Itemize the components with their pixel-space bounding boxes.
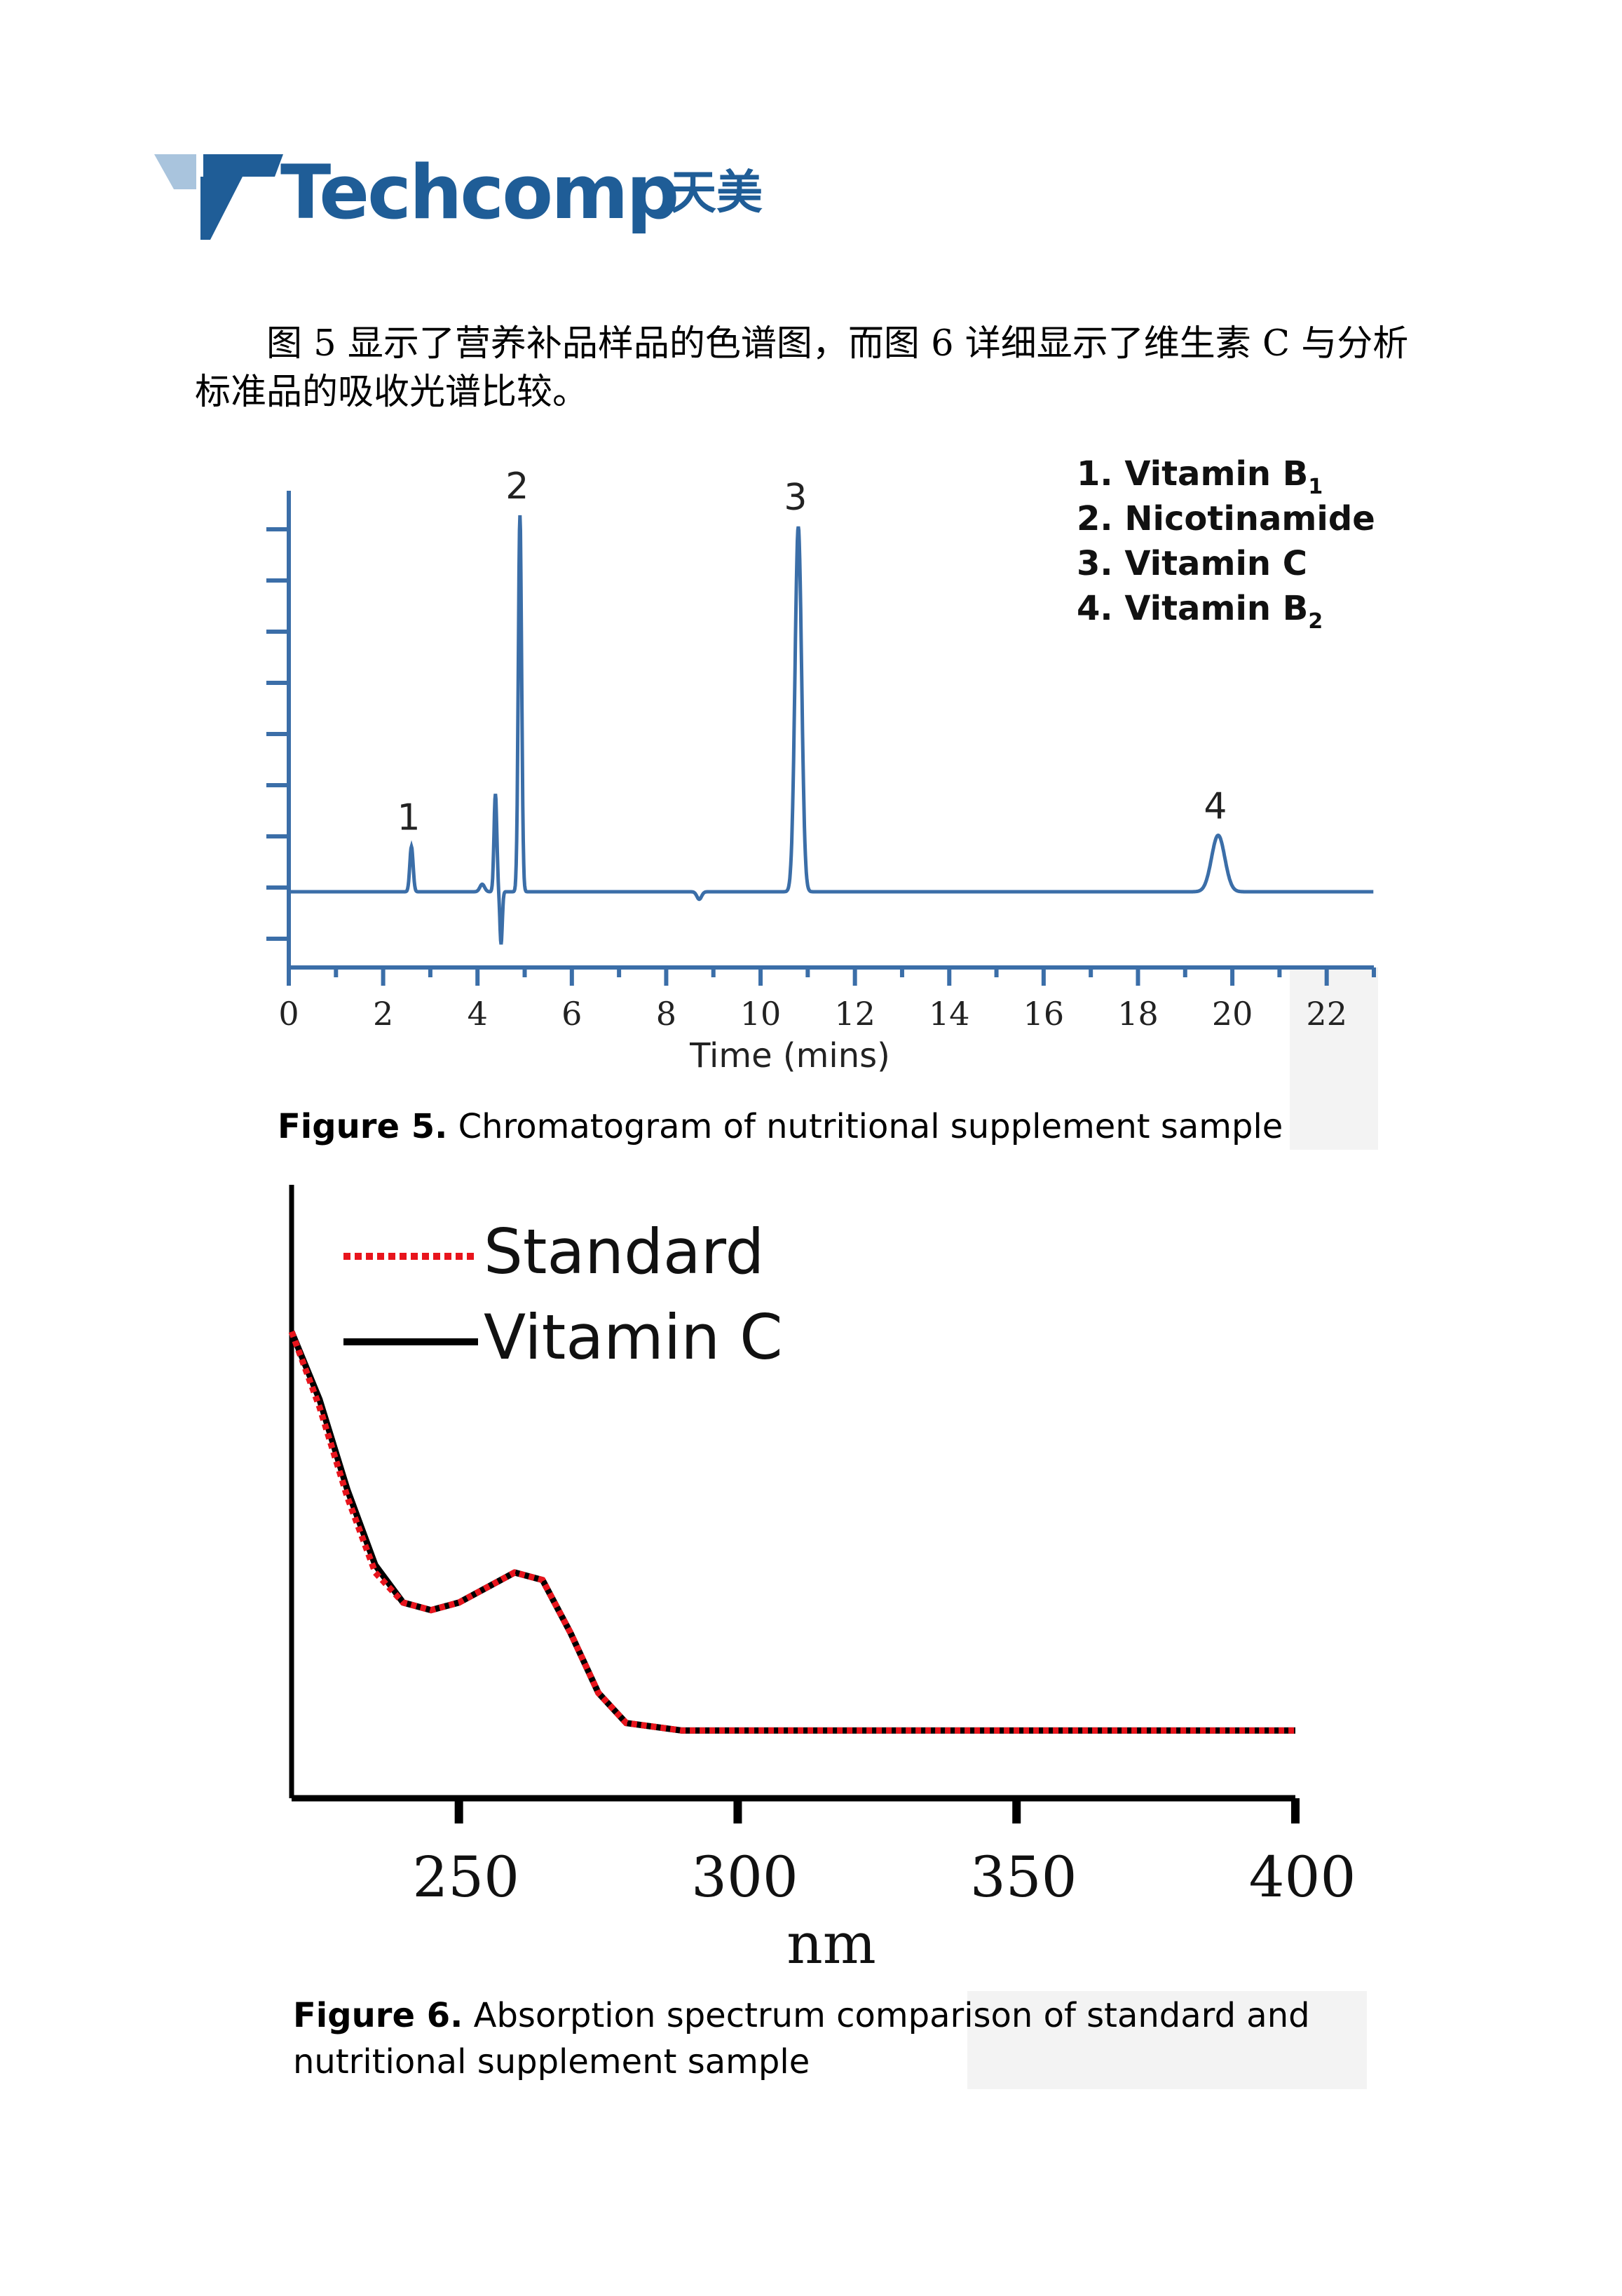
x-tick-label: 2 <box>373 995 393 1033</box>
legend-item: 3. Vitamin C <box>1077 544 1307 583</box>
x-tick-label: 250 <box>412 1845 519 1910</box>
vitamin-c-series-line <box>288 1330 1295 1734</box>
legend-label: Standard <box>484 1216 764 1288</box>
techcomp-t-logo-icon <box>154 154 283 240</box>
peak-label: 3 <box>784 477 807 519</box>
legend-label: Vitamin C <box>484 1301 783 1373</box>
x-tick-label: 4 <box>468 995 488 1033</box>
chromatogram-trace <box>289 515 1374 945</box>
peak-label: 1 <box>397 797 420 839</box>
figure5-chart: 0 2 4 6 8 10 12 14 16 18 20 22 12 34 Time (mins) 1. … <box>266 454 1376 1075</box>
x-tick-label: 8 <box>656 995 676 1033</box>
legend-item: 2. Nicotinamide <box>1077 499 1375 538</box>
legend-subscript: 2 <box>1308 609 1323 634</box>
x-axis-label: nm <box>786 1911 875 1976</box>
figure5-caption-label: Figure 5. <box>278 1107 448 1146</box>
peak-label: 4 <box>1204 785 1227 827</box>
legend-item: 1. Vitamin B1 <box>1077 454 1323 499</box>
x-tick-label: 350 <box>970 1845 1077 1910</box>
brand-logo <box>154 149 287 240</box>
legend-item: 4. Vitamin B2 <box>1077 589 1323 634</box>
x-tick-label: 20 <box>1212 995 1253 1033</box>
standard-series-line <box>288 1330 1295 1734</box>
chart-legend: 1. Vitamin B12. Nicotinamide 3. Vitamin C… <box>1077 454 1375 634</box>
figure5-caption: Figure 5. Chromatogram of nutritional su… <box>278 1103 1399 1150</box>
figure5-caption-text: Chromatogram of nutritional supplement s… <box>447 1107 1283 1146</box>
brand-name: Techcomp <box>280 149 679 236</box>
brand-name-chinese: 天美 <box>670 165 763 219</box>
chart-legend: Standard Vitamin C <box>343 1216 783 1373</box>
x-tick-label: 6 <box>561 995 582 1033</box>
figure6-caption-label: Figure 6. <box>293 1996 463 2035</box>
x-tick-label: 18 <box>1117 995 1159 1033</box>
x-tick-label: 300 <box>691 1845 798 1910</box>
figure6-background <box>967 1991 1367 2089</box>
x-tick-label: 0 <box>278 995 299 1033</box>
x-tick-label: 10 <box>740 995 782 1033</box>
figure6-caption-text: Absorption spectrum comparison of standa… <box>293 1996 1310 2081</box>
x-tick-label: 14 <box>929 995 970 1033</box>
x-tick-label: 22 <box>1306 995 1347 1033</box>
figure5-background <box>1290 967 1378 1150</box>
x-axis-label: Time (mins) <box>689 1036 890 1075</box>
x-tick-label: 16 <box>1023 995 1065 1033</box>
x-tick-label: 12 <box>834 995 875 1033</box>
peak-label: 2 <box>505 466 529 508</box>
figure6-caption: Figure 6. Absorption spectrum comparison… <box>293 1992 1344 2085</box>
legend-subscript: 1 <box>1308 475 1323 499</box>
x-tick-label: 400 <box>1249 1845 1356 1910</box>
body-paragraph: 图 5 显示了营养补品样品的色谱图，而图 6 详细显示了维生素 C 与分析标准品… <box>195 323 1409 413</box>
figure6-chart: 250 300 350 400 nm Standard Vitamin C <box>288 1185 1356 1976</box>
